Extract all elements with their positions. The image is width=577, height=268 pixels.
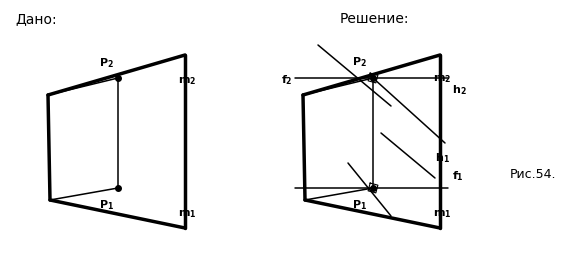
Text: $\mathbf{h_1}$: $\mathbf{h_1}$ xyxy=(435,151,450,165)
Text: $\mathbf{P_1}$: $\mathbf{P_1}$ xyxy=(99,198,114,212)
Text: $\mathbf{P_1}$: $\mathbf{P_1}$ xyxy=(352,198,367,212)
Text: $\mathbf{m_2}$: $\mathbf{m_2}$ xyxy=(178,75,196,87)
Text: Дано:: Дано: xyxy=(15,12,57,26)
Text: $\mathbf{f_2}$: $\mathbf{f_2}$ xyxy=(282,73,293,87)
Text: $\mathbf{P_2}$: $\mathbf{P_2}$ xyxy=(99,56,114,70)
Text: Рис.54.: Рис.54. xyxy=(510,169,556,181)
Text: $\mathbf{f_1}$: $\mathbf{f_1}$ xyxy=(452,169,464,183)
Text: $\mathbf{m_1}$: $\mathbf{m_1}$ xyxy=(178,208,196,220)
Text: $\mathbf{m_2}$: $\mathbf{m_2}$ xyxy=(433,73,451,85)
Text: $\mathbf{m_1}$: $\mathbf{m_1}$ xyxy=(433,208,451,220)
Text: $\mathbf{P_2}$: $\mathbf{P_2}$ xyxy=(352,55,367,69)
Text: $\mathbf{h_2}$: $\mathbf{h_2}$ xyxy=(452,83,467,97)
Text: Решение:: Решение: xyxy=(340,12,410,26)
